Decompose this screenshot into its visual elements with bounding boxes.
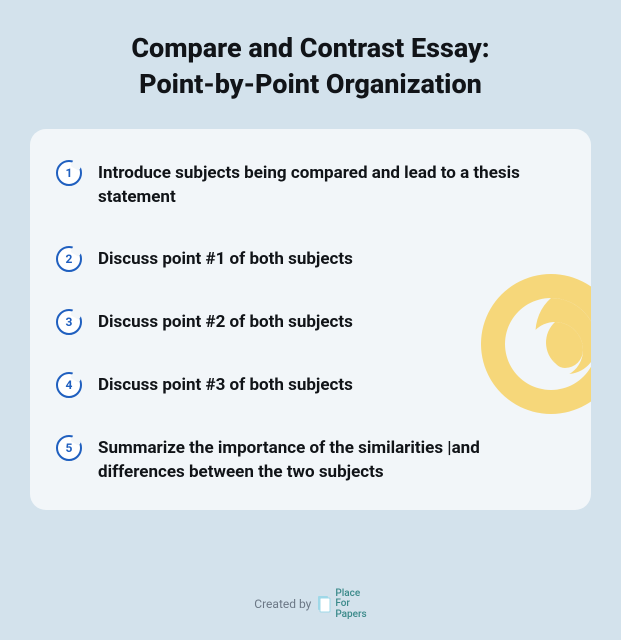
list-item: 5 Summarize the importance of the simila… xyxy=(56,434,565,484)
steps-list: 1 Introduce subjects being compared and … xyxy=(56,159,565,485)
step-text: Discuss point #2 of both subjects xyxy=(98,308,353,334)
paper-icon xyxy=(317,595,331,613)
step-number: 5 xyxy=(66,441,73,455)
brand-line: Place xyxy=(335,588,360,599)
step-number: 2 xyxy=(66,252,73,266)
step-text: Introduce subjects being compared and le… xyxy=(98,159,565,209)
step-number-badge: 3 xyxy=(56,309,82,335)
list-item: 1 Introduce subjects being compared and … xyxy=(56,159,565,209)
brand-text: Place For Papers xyxy=(335,589,366,621)
step-number-badge: 4 xyxy=(56,372,82,398)
list-item: 4 Discuss point #3 of both subjects xyxy=(56,371,565,398)
infographic-container: Compare and Contrast Essay: Point-by-Poi… xyxy=(0,0,621,640)
step-number: 3 xyxy=(66,315,73,329)
footer: Created by Place For Papers xyxy=(30,575,591,621)
step-number: 1 xyxy=(66,166,73,180)
step-number-badge: 1 xyxy=(56,160,82,186)
title-line-1: Compare and Contrast Essay: xyxy=(131,32,489,64)
step-text: Discuss point #1 of both subjects xyxy=(98,245,353,271)
brand-line: Papers xyxy=(335,609,366,620)
created-by-label: Created by xyxy=(254,597,311,611)
page-title: Compare and Contrast Essay: Point-by-Poi… xyxy=(30,30,591,103)
step-text: Summarize the importance of the similari… xyxy=(98,434,565,484)
step-number-badge: 5 xyxy=(56,435,82,461)
brand-line: For xyxy=(335,598,350,609)
list-item: 3 Discuss point #2 of both subjects xyxy=(56,308,565,335)
step-number: 4 xyxy=(66,378,73,392)
steps-card: 1 Introduce subjects being compared and … xyxy=(30,129,591,511)
step-number-badge: 2 xyxy=(56,246,82,272)
brand-logo: Place For Papers xyxy=(317,589,366,621)
list-item: 2 Discuss point #1 of both subjects xyxy=(56,245,565,272)
step-text: Discuss point #3 of both subjects xyxy=(98,371,353,397)
title-line-2: Point-by-Point Organization xyxy=(139,68,482,100)
